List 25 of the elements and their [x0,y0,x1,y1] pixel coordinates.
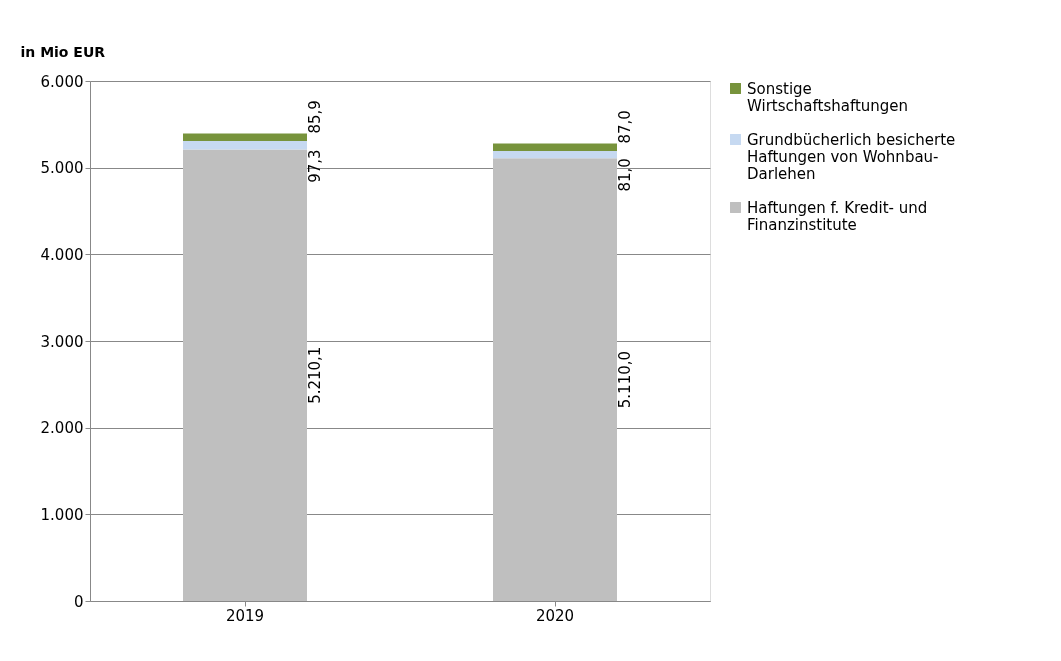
bar [493,151,617,159]
data-label: 81,0 [616,158,634,192]
legend-label: Sonstige Wirtschaftshaftungen [747,79,909,115]
y-tick-label: 4.000 [40,245,84,264]
legend-label: Grundbücherlich besicherte Haftungen von Wohnbau-Darlehen [747,130,956,183]
y-tick-label: 0 [73,592,84,611]
x-tick-label: 2020 [535,606,575,625]
x-tick-label: 2019 [225,606,265,625]
y-axis-title: in Mio EUR [20,43,106,60]
y-tick-label: 5.000 [40,159,84,178]
bar [183,133,307,142]
data-label: 5.110,0 [616,350,634,409]
bar [493,143,617,152]
data-label: 87,0 [616,110,634,144]
data-label: 85,9 [306,100,324,134]
y-tick-label: 2.000 [40,419,84,438]
bar [183,141,307,150]
y-tick-label: 3.000 [40,332,84,351]
legend-label: Haftungen f. Kredit- und Finanzinstitute [747,198,928,234]
y-tick-label: 1.000 [40,505,84,524]
bar [183,149,307,601]
data-label: 97,3 [306,149,324,183]
y-tick-label: 6.000 [40,72,84,91]
bar [493,158,617,601]
data-label: 5.210,1 [306,346,324,404]
